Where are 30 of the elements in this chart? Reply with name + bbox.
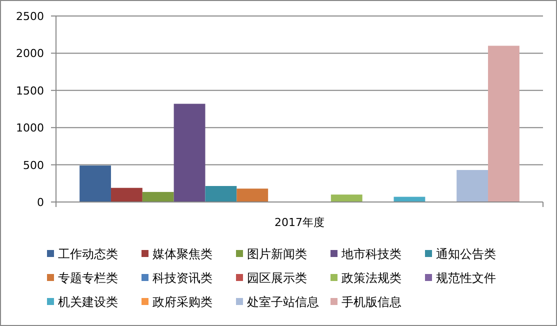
bar — [488, 46, 520, 202]
legend-label: 媒体聚焦类 — [152, 247, 212, 261]
legend-label: 科技资讯类 — [152, 271, 212, 285]
y-tick-label: 1000 — [16, 122, 44, 135]
bar — [80, 166, 111, 202]
bar — [110, 188, 142, 202]
legend-label: 政策法规类 — [342, 271, 402, 285]
y-tick-label: 500 — [23, 158, 44, 172]
legend-label: 通知公告类 — [436, 247, 496, 261]
legend-label: 工作动态类 — [58, 247, 118, 261]
bar — [205, 186, 237, 202]
legend-label: 地市科技类 — [340, 247, 402, 261]
y-tick-label: 2000 — [16, 47, 44, 60]
bar — [142, 192, 174, 202]
bar — [330, 194, 362, 202]
legend-label: 图片新闻类 — [247, 247, 307, 261]
legend-label: 园区展示类 — [247, 271, 307, 285]
legend-label: 机关建设类 — [58, 295, 118, 309]
bar — [236, 188, 268, 202]
legend-label: 处室子站信息 — [247, 295, 319, 309]
legend-label: 规范性文件 — [436, 271, 496, 285]
bar — [174, 104, 206, 202]
bar — [456, 170, 488, 202]
y-tick-label: 0 — [37, 196, 44, 209]
legend-label: 手机版信息 — [342, 295, 402, 309]
legend-label: 专题专栏类 — [58, 271, 118, 285]
y-tick-label: 1500 — [16, 84, 44, 98]
y-tick-label: 2500 — [16, 10, 44, 23]
x-tick-label: 2017年度 — [274, 216, 324, 229]
legend-label: 政府采购类 — [152, 295, 212, 309]
